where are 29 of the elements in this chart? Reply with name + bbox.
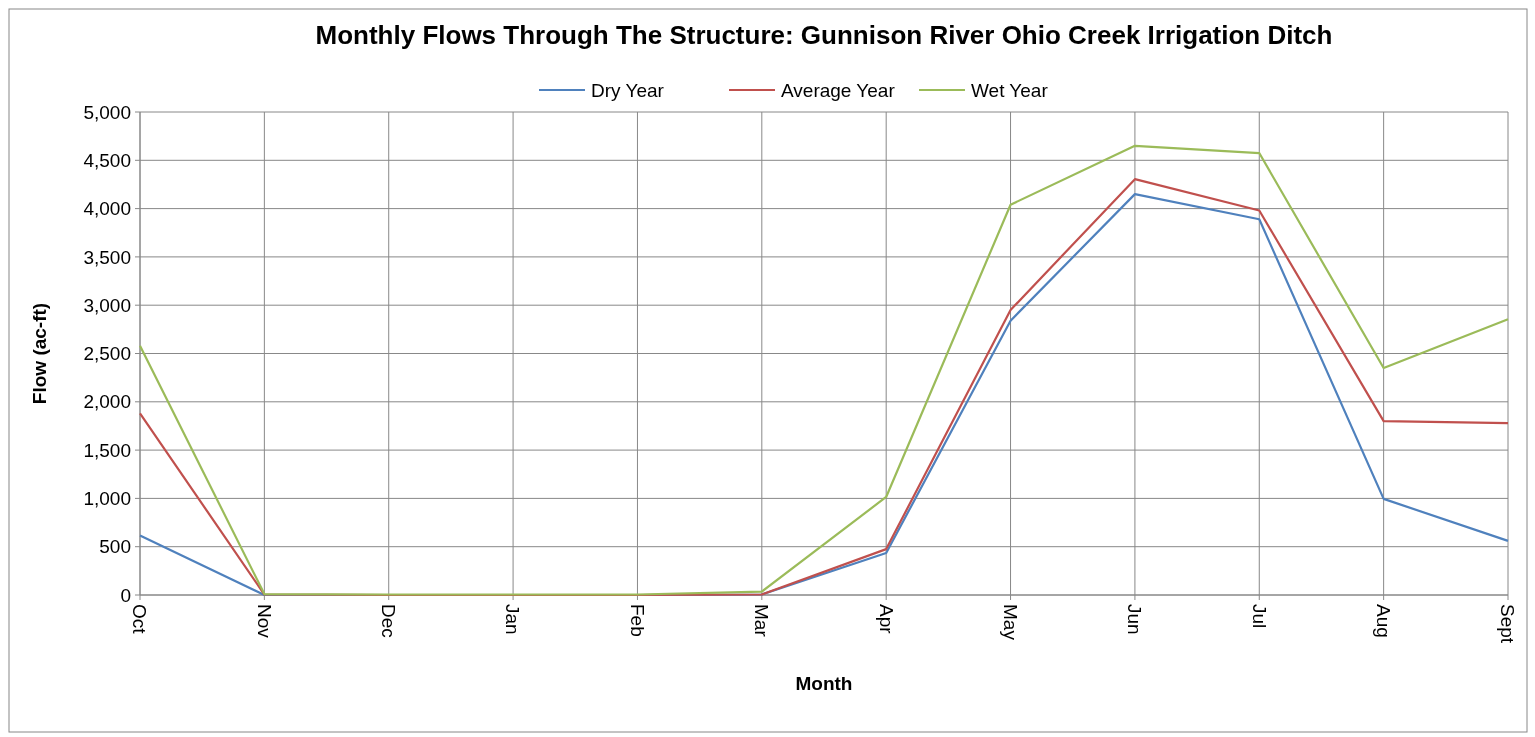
x-tick-label: Jan bbox=[502, 604, 524, 635]
x-tick-label: Mar bbox=[751, 604, 773, 638]
x-tick-label: Apr bbox=[875, 604, 897, 635]
x-tick-label: Sept bbox=[1497, 604, 1519, 644]
y-tick-label: 2,500 bbox=[83, 343, 131, 365]
x-tick-label: Oct bbox=[129, 604, 151, 635]
y-tick-label: 1,500 bbox=[83, 439, 131, 461]
y-tick-label: 5,000 bbox=[83, 101, 131, 123]
y-tick-label: 4,000 bbox=[83, 198, 131, 220]
legend-label: Dry Year bbox=[591, 79, 665, 101]
x-tick-label: Feb bbox=[626, 604, 648, 637]
y-tick-label: 0 bbox=[120, 584, 131, 606]
legend-label: Average Year bbox=[781, 79, 896, 101]
y-axis-title: Flow (ac-ft) bbox=[29, 302, 50, 405]
chart-title: Monthly Flows Through The Structure: Gunnison River Ohio Creek Irrigation Ditch bbox=[315, 20, 1333, 50]
y-tick-label: 1,000 bbox=[83, 488, 131, 510]
x-tick-label: Dec bbox=[378, 604, 400, 638]
x-tick-label: Jun bbox=[1124, 604, 1146, 635]
y-tick-label: 3,500 bbox=[83, 246, 131, 268]
y-tick-label: 3,000 bbox=[83, 294, 131, 316]
x-tick-label: Aug bbox=[1372, 604, 1394, 638]
x-tick-label: Jul bbox=[1248, 604, 1270, 629]
y-tick-label: 2,000 bbox=[83, 391, 131, 413]
x-tick-label: Nov bbox=[253, 604, 275, 639]
y-tick-label: 4,500 bbox=[83, 149, 131, 171]
y-tick-label: 500 bbox=[99, 536, 131, 558]
legend-label: Wet Year bbox=[971, 79, 1049, 101]
x-tick-label: May bbox=[999, 604, 1021, 641]
x-axis-title: Month bbox=[795, 673, 853, 694]
